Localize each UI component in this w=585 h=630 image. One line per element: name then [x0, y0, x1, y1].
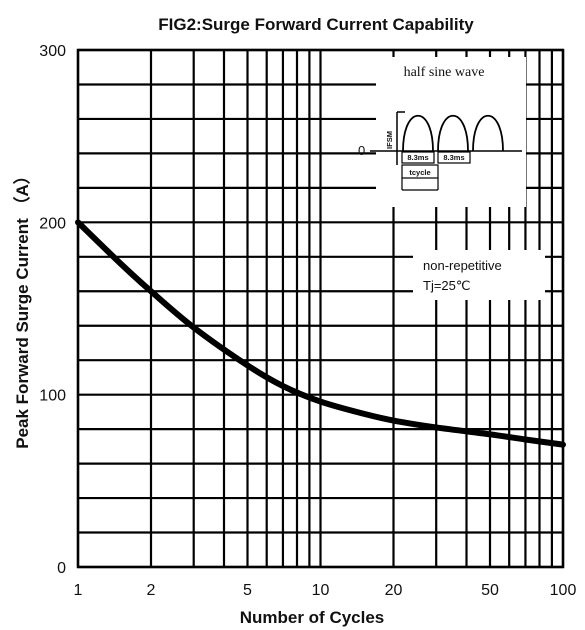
condition-line-1: non-repetitive — [423, 258, 502, 273]
half-sine-2 — [437, 114, 469, 152]
x-tick-labels: 1 2 5 10 20 50 100 — [74, 582, 577, 599]
condition-line-2: Tj=25℃ — [423, 278, 470, 293]
y-tick-label: 300 — [39, 43, 66, 60]
half-sine-1 — [402, 114, 434, 152]
x-tick-label: 2 — [147, 582, 156, 599]
period-label: tcycle — [409, 168, 430, 177]
x-axis-label: Number of Cycles — [240, 608, 385, 627]
surge-current-curve — [75, 219, 566, 448]
condition-panel — [413, 250, 545, 300]
pulse-box-2 — [437, 151, 471, 164]
y-tick-label: 200 — [39, 215, 66, 232]
x-tick-label: 1 — [74, 582, 83, 599]
inset-diagram: half sine wave IFSM 0 8.3ms 8.3ms tcycle — [358, 65, 522, 191]
y-tick-label: 0 — [57, 560, 66, 577]
half-sine-3 — [472, 114, 504, 152]
inset-title: half sine wave — [404, 65, 485, 80]
x-tick-label: 10 — [312, 582, 330, 599]
inset-ifsm-label: IFSM — [385, 131, 394, 149]
y-tick-label: 100 — [39, 388, 66, 405]
inset-zero-label: 0 — [358, 143, 365, 158]
plot-frame — [76, 48, 565, 569]
pulse-box-1 — [401, 151, 435, 164]
chart-title: FIG2:Surge Forward Current Capability — [158, 15, 474, 34]
pulse-label-1: 8.3ms — [407, 153, 428, 162]
x-tick-label: 100 — [550, 582, 577, 599]
y-axis-label: Peak Forward Surge Current （A） — [12, 167, 32, 449]
x-tick-label: 50 — [481, 582, 499, 599]
x-tick-label: 20 — [385, 582, 403, 599]
pulse-label-2: 8.3ms — [443, 153, 464, 162]
y-tick-labels: 0 100 200 300 — [39, 43, 66, 577]
x-tick-label: 5 — [243, 582, 252, 599]
period-box — [401, 164, 439, 179]
